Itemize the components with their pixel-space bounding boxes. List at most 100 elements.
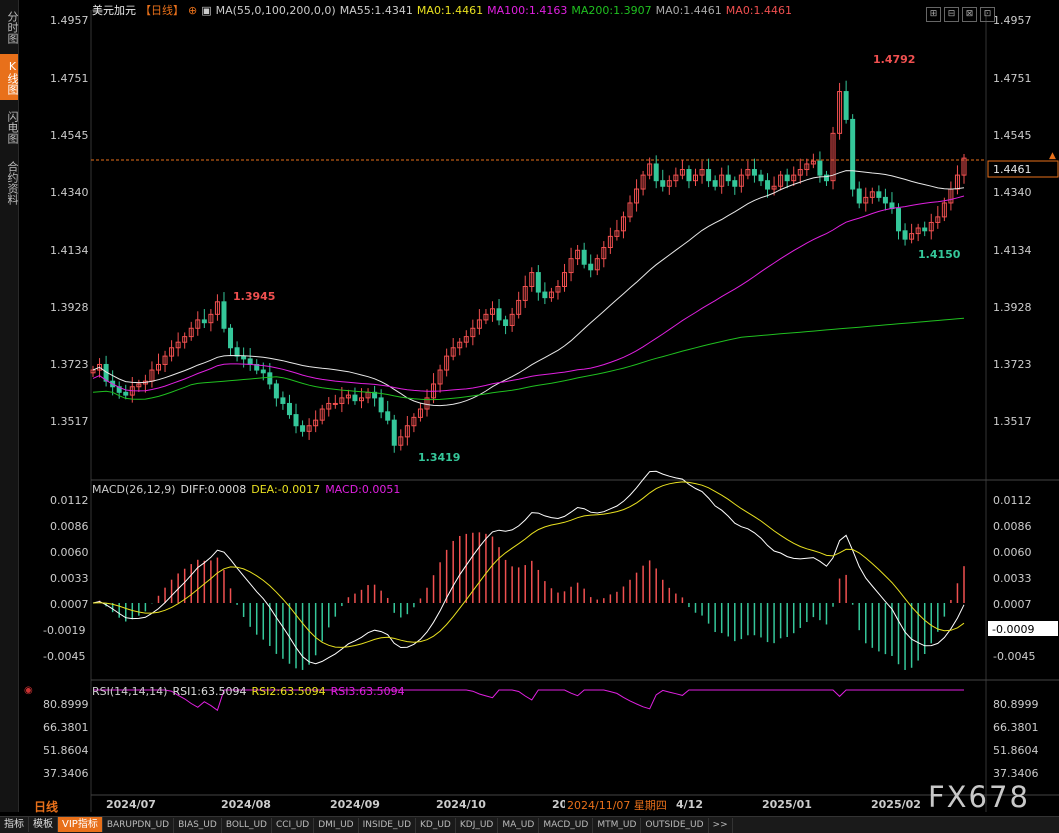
candle-body (778, 174, 784, 187)
candle-body (699, 169, 705, 176)
date-axis: 2024/07 2024/08 2024/09 2024/10 20 4/12 … (106, 798, 921, 811)
macd-tick: -0.0019 (43, 624, 85, 637)
tab-vip-indicators[interactable]: VIP指标 (58, 817, 103, 832)
ma55-line (92, 170, 965, 407)
candle-body (902, 230, 908, 240)
candle-body (732, 180, 738, 187)
candle-body (961, 157, 967, 176)
macd-macd-value: MACD:0.0051 (325, 483, 401, 496)
chart-canvas[interactable]: 1.4957 1.4751 1.4545 1.4340 1.4134 1.392… (0, 0, 1059, 816)
candle-body (241, 355, 247, 360)
candle-body (935, 216, 941, 223)
tab-cci[interactable]: CCI_UD (272, 818, 315, 833)
candle-body (896, 208, 902, 232)
candle-body (706, 169, 712, 182)
macd-tick: 0.0007 (50, 598, 89, 611)
candle-body (837, 91, 843, 134)
candle-body (483, 313, 489, 321)
tab-barupdn[interactable]: BARUPDN_UD (103, 818, 175, 833)
rsi-tick: 37.3406 (993, 767, 1039, 780)
tab-kline[interactable]: K线图 (0, 54, 19, 100)
tab-boll[interactable]: BOLL_UD (222, 818, 272, 833)
tab-macd[interactable]: MACD_UD (539, 818, 594, 833)
candle-body (738, 174, 744, 187)
macd-current-box (988, 621, 1058, 636)
expand-icon[interactable]: ⊞ (926, 7, 941, 22)
candle-body (575, 249, 581, 260)
macd-tick: 0.0112 (993, 494, 1032, 507)
date-tick: 2024/09 (330, 798, 380, 811)
rsi1-value: RSI1:63.5094 (172, 685, 247, 698)
candle-body (391, 419, 397, 446)
candle-body (922, 227, 928, 232)
window-controls: ⊞ ⊟ ⊠ ⊡ (926, 1, 998, 22)
macd-header: MACD(26,12,9) DIFF:0.0008 DEA:-0.0017 MACD:… (92, 483, 405, 496)
tab-inside[interactable]: INSIDE_UD (359, 818, 416, 833)
close-panel-icon[interactable]: ⊠ (962, 7, 977, 22)
candle-body (719, 174, 725, 187)
annotation-high: 1.4792 (873, 53, 915, 66)
price-tick: 1.4134 (50, 244, 89, 257)
tab-indicators[interactable]: 指标 (0, 817, 29, 832)
tab-outside[interactable]: OUTSIDE_UD (641, 818, 709, 833)
tab-kd[interactable]: KD_UD (416, 818, 456, 833)
candle-body (195, 319, 201, 329)
candle-body (660, 180, 666, 187)
candle-body (404, 425, 410, 438)
rsi-settings-icon[interactable]: ◉ (24, 685, 33, 696)
maximize-icon[interactable]: ⊡ (980, 7, 995, 22)
date-tick: 20 (552, 798, 568, 811)
tab-mtm[interactable]: MTM_UD (593, 818, 642, 833)
tab-more-button[interactable]: >> (709, 818, 733, 833)
tab-contract-info[interactable]: 合约资料 (6, 161, 19, 205)
crosshair-date-tip: 2024/11/07 星期四 (565, 797, 669, 813)
candle-body (856, 188, 862, 204)
candle-body (339, 397, 345, 404)
candle-body (470, 327, 476, 338)
tab-templates[interactable]: 模板 (29, 817, 58, 832)
candle-body (496, 308, 502, 321)
candle-body (247, 358, 253, 365)
tab-timeshare[interactable]: 分时图 (6, 10, 19, 44)
price-tick: 1.4545 (50, 129, 89, 142)
collapse-icon[interactable]: ⊟ (944, 7, 959, 22)
candle-body (594, 258, 600, 271)
candle-body (286, 402, 292, 416)
date-tick: 2025/01 (762, 798, 812, 811)
price-tick: 1.4751 (993, 72, 1032, 85)
candle-body (909, 233, 915, 240)
tab-ma[interactable]: MA_UD (498, 818, 540, 833)
date-tick: 4/12 (676, 798, 703, 811)
tab-dmi[interactable]: DMI_UD (314, 818, 359, 833)
candle-body (607, 235, 613, 249)
candle-body (522, 285, 528, 301)
tab-bias[interactable]: BIAS_UD (174, 818, 222, 833)
candle-body (692, 174, 698, 182)
macd-axis-right: 0.0112 0.0086 0.0060 0.0033 0.0007 -0.00… (993, 494, 1035, 663)
annotation-mid-low: 1.4150 (918, 248, 961, 261)
price-tick: 1.4545 (993, 129, 1032, 142)
candle-body (516, 299, 522, 315)
macd-tick: -0.0045 (993, 650, 1035, 663)
ma-toggle-icon[interactable]: ▣ (201, 4, 212, 17)
tab-flash[interactable]: 闪电图 (6, 110, 19, 144)
candle-body (562, 272, 568, 287)
period-tag[interactable]: 【日线】 (140, 4, 184, 17)
candle-body (666, 180, 672, 187)
macd-tick: 0.0060 (50, 546, 89, 559)
candle-body (450, 347, 456, 357)
candle-body (509, 313, 515, 326)
macd-dea-value: DEA:-0.0017 (251, 483, 321, 496)
rsi-line (93, 689, 964, 712)
macd-tick: 0.0086 (50, 520, 89, 533)
candle-body (188, 327, 194, 338)
settings-icon[interactable]: ⊕ (188, 4, 198, 17)
price-tick: 1.4957 (993, 14, 1032, 27)
candle-body (915, 227, 921, 235)
candle-body (280, 397, 286, 404)
period-label[interactable]: 日线 (34, 800, 59, 814)
candle-body (581, 249, 587, 265)
candle-body (712, 180, 718, 187)
tab-kdj[interactable]: KDJ_UD (456, 818, 499, 833)
rsi2-value: RSI2:63.5094 (251, 685, 326, 698)
